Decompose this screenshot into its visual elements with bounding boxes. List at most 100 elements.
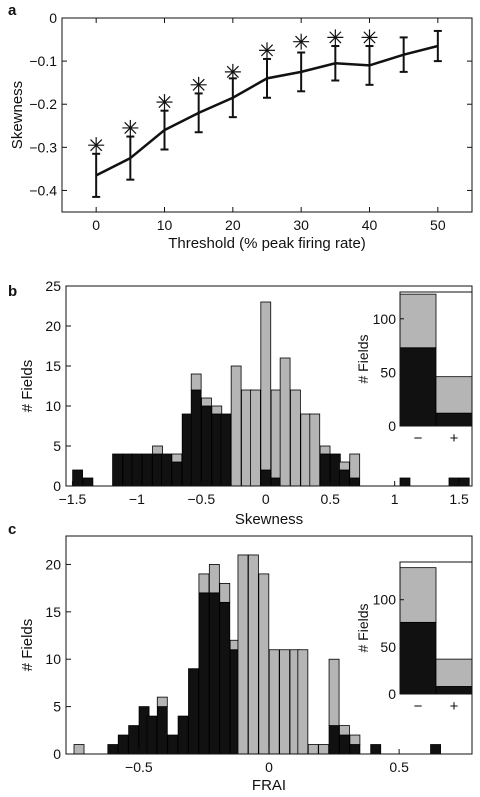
x-tick-label: −0.5: [188, 491, 216, 507]
inset-category-label: +: [450, 430, 459, 447]
y-tick-label: 15: [45, 604, 61, 620]
panel-label-b: b: [8, 283, 17, 300]
asterisk-stroke: [158, 95, 171, 109]
inset-bar-black: [435, 686, 473, 695]
y-axis-label: # Fields: [19, 619, 36, 672]
bar-gray: [208, 564, 220, 594]
x-tick-label: 1.5: [449, 491, 469, 507]
bar-black: [122, 453, 134, 487]
y-tick-label: 10: [45, 651, 61, 667]
significance-asterisk: [190, 76, 207, 93]
y-tick-label: 5: [53, 438, 61, 454]
bar-gray: [156, 696, 168, 708]
y-tick-label: −0.3: [29, 139, 57, 155]
bar-gray: [258, 573, 270, 755]
inset-y-tick-label: 50: [380, 639, 396, 655]
bar-black: [190, 389, 202, 487]
bar-gray: [300, 413, 312, 487]
inset-bar-gray: [435, 376, 473, 414]
inset-category-label: +: [450, 698, 459, 715]
x-tick-label: 0: [92, 217, 100, 233]
significance-asterisk: [224, 63, 241, 80]
inset-y-tick-label: 100: [373, 311, 397, 327]
x-tick-label: −0.5: [125, 759, 153, 775]
inset-bar-black: [399, 621, 437, 695]
y-tick-label: 10: [45, 398, 61, 414]
significance-asterisk: [122, 119, 139, 136]
bar-black: [339, 734, 350, 755]
significance-asterisk: [259, 42, 275, 59]
asterisk-stroke: [124, 121, 137, 135]
bar-black: [117, 734, 129, 755]
x-tick-label: 20: [225, 217, 241, 233]
significance-asterisk: [327, 29, 344, 46]
bar-gray: [318, 744, 330, 755]
bar-gray: [260, 301, 272, 471]
bar-black: [349, 744, 361, 755]
bar-gray: [230, 365, 242, 487]
inset-y-axis-label: # Fields: [355, 603, 371, 652]
y-tick-label: −0.2: [29, 96, 57, 112]
bar-black: [72, 469, 83, 487]
asterisk-stroke: [226, 65, 239, 78]
bar-black: [211, 413, 223, 487]
bar-black: [201, 405, 212, 487]
x-tick-label: −1: [129, 491, 145, 507]
bar-gray: [152, 445, 163, 455]
bar-black: [198, 592, 210, 755]
bar-gray: [73, 744, 85, 755]
inset-bar-gray: [399, 567, 437, 623]
x-axis-label: Skewness: [235, 511, 303, 528]
inset-bar-gray: [399, 293, 437, 349]
y-tick-label: 25: [45, 278, 61, 294]
bar-gray: [319, 445, 331, 455]
bar-gray: [241, 389, 252, 487]
bar-black: [152, 453, 163, 487]
y-tick-label: 20: [45, 318, 61, 334]
bar-black: [128, 725, 140, 755]
inset-bar-black: [435, 412, 473, 427]
inset-frame: [399, 561, 473, 695]
y-axis-label: # Fields: [19, 360, 36, 413]
asterisk-stroke: [295, 35, 308, 48]
bar-gray: [190, 373, 202, 391]
bar-black: [330, 453, 341, 487]
bar-gray: [307, 744, 319, 755]
y-axis-label: Skewness: [9, 81, 26, 149]
asterisk-stroke: [260, 44, 274, 57]
bar-black: [399, 477, 411, 487]
bar-black: [82, 477, 94, 487]
bar-gray: [219, 582, 231, 603]
inset-y-axis-label: # Fields: [355, 334, 371, 383]
x-tick-label: 10: [157, 217, 173, 233]
bar-gray: [270, 389, 282, 479]
bar-gray: [211, 405, 223, 415]
bar-gray: [171, 453, 183, 463]
x-axis-label: Threshold (% peak firing rate): [168, 235, 366, 252]
inset-category-label: −: [414, 698, 423, 715]
asterisk-stroke: [363, 31, 376, 44]
inset-y-tick-label: 50: [380, 364, 396, 380]
bar-gray: [297, 649, 309, 755]
bar-gray: [279, 649, 291, 755]
bar-black: [107, 744, 119, 755]
bar-gray: [237, 554, 249, 755]
x-tick-label: 30: [293, 217, 309, 233]
asterisk-stroke: [90, 139, 103, 152]
series-line: [95, 44, 439, 177]
x-tick-label: 0.5: [320, 491, 340, 507]
bar-black: [181, 413, 193, 487]
bar-black: [219, 601, 231, 755]
bar-black: [448, 477, 460, 487]
x-tick-label: 1: [391, 491, 399, 507]
y-tick-label: 15: [45, 358, 61, 374]
panel-c-inset-chart: − +0 50 100# Fields: [355, 561, 473, 715]
bar-gray: [268, 649, 280, 755]
bar-black: [339, 469, 350, 487]
significance-asterisk: [88, 137, 105, 154]
bar-gray: [198, 573, 210, 594]
panel-label-c: c: [8, 521, 16, 538]
bar-gray: [309, 413, 321, 487]
bar-gray: [349, 734, 361, 745]
